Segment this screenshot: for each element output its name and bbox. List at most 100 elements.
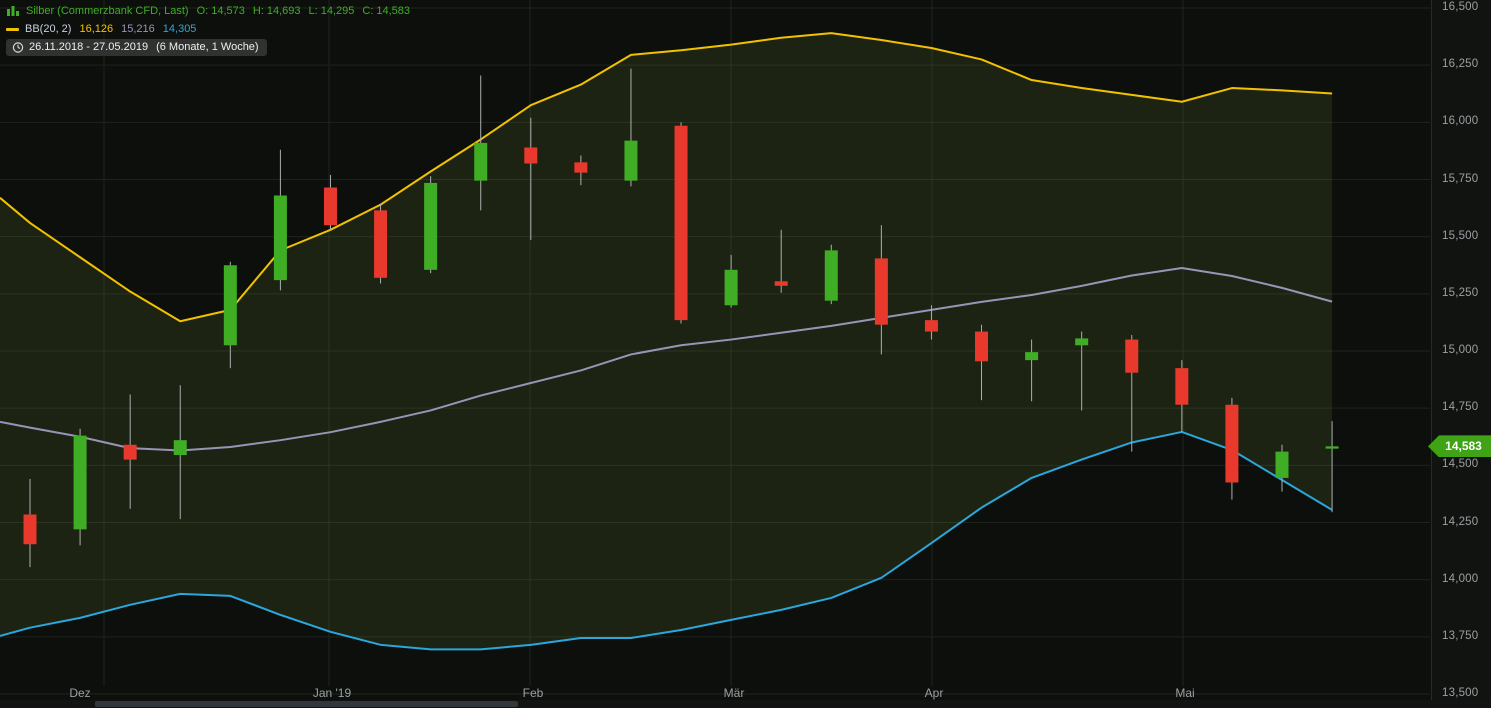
y-axis-label: 13,750 <box>1442 629 1479 642</box>
y-axis-label: 16,250 <box>1442 58 1479 71</box>
candlestick[interactable] <box>1125 334 1139 452</box>
candlestick[interactable] <box>123 394 137 509</box>
y-axis-label: 16,500 <box>1442 1 1479 13</box>
high-value: 14,693 <box>266 5 301 17</box>
x-axis-label: Feb <box>523 686 544 700</box>
candle-body <box>123 444 137 460</box>
candle-body <box>824 250 838 301</box>
period-duration: (6 Monate, 1 Woche) <box>156 40 259 53</box>
candlestick[interactable] <box>524 117 538 241</box>
h-scrollbar-track[interactable] <box>0 700 1491 708</box>
candle-body <box>73 435 87 530</box>
candle-body <box>874 258 888 325</box>
candlestick[interactable] <box>1025 339 1039 402</box>
close-label: C: <box>362 5 374 17</box>
y-axis-label: 14,000 <box>1442 572 1479 585</box>
x-axis-label: Mai <box>1175 686 1194 700</box>
bb-upper-value: 16,126 <box>79 23 114 35</box>
bollinger-upper-line <box>0 32 1333 323</box>
y-axis-label: 16,000 <box>1442 115 1479 128</box>
candle-body <box>424 182 438 270</box>
candle-body <box>323 187 337 226</box>
candle-body <box>374 210 388 278</box>
instrument-name: Silber (Commerzbank CFD, Last) <box>26 5 189 17</box>
chart-legend: Silber (Commerzbank CFD, Last) O: 14,573… <box>6 3 410 57</box>
candle-body <box>524 147 538 164</box>
indicator-row: BB(20, 2) 16,126 15,216 14,305 <box>6 21 410 37</box>
candle-body <box>1175 368 1189 405</box>
candlestick[interactable] <box>173 385 187 520</box>
candlestick[interactable] <box>23 479 37 568</box>
candlestick[interactable] <box>574 155 588 186</box>
candlestick[interactable] <box>1225 397 1239 500</box>
h-scrollbar-thumb[interactable] <box>95 701 518 707</box>
candlestick[interactable] <box>1075 331 1089 411</box>
candlestick[interactable] <box>624 68 638 187</box>
open-value: 14,573 <box>211 5 245 17</box>
price-tag: 14,583 <box>1428 435 1491 458</box>
candle-body <box>1075 338 1089 346</box>
candle-body <box>674 125 688 321</box>
candle-body <box>1125 339 1139 373</box>
x-axis-label: Mär <box>724 686 745 700</box>
candlestick[interactable] <box>73 428 87 546</box>
y-axis[interactable]: 16,500 16,250 16,000 15,750 15,500 15,250 15,0… <box>1431 0 1491 708</box>
candle-body <box>774 281 788 286</box>
x-axis-label: Apr <box>925 686 944 700</box>
candlestick[interactable] <box>424 176 438 274</box>
candle-body <box>1225 404 1239 483</box>
candle-body <box>574 162 588 173</box>
candlestick[interactable] <box>824 244 838 305</box>
candlestick[interactable] <box>323 174 337 230</box>
candle-body <box>624 140 638 181</box>
y-axis-label: 15,500 <box>1442 229 1479 242</box>
y-axis-label: 15,250 <box>1442 286 1479 299</box>
candlestick[interactable] <box>874 225 888 355</box>
candlestick[interactable] <box>975 324 989 401</box>
candle-body <box>1275 451 1289 478</box>
y-axis-label: 14,750 <box>1442 401 1479 414</box>
instrument-row: Silber (Commerzbank CFD, Last) O: 14,573… <box>6 3 410 19</box>
y-axis-label: 14,500 <box>1442 458 1479 471</box>
bollinger-lower-line <box>0 430 1333 651</box>
clock-icon <box>12 41 24 53</box>
period-badge: 26.11.2018 - 27.05.2019 (6 Monate, 1 Woc… <box>6 38 267 56</box>
candlestick[interactable] <box>774 229 788 293</box>
indicator-name: BB(20, 2) <box>25 23 72 35</box>
close-value: 14,583 <box>376 5 411 17</box>
candle-body <box>975 331 989 362</box>
low-label: L: <box>308 5 318 17</box>
bollinger-middle-line <box>0 266 1333 452</box>
candlestick[interactable] <box>273 149 287 291</box>
candle-body <box>173 440 187 456</box>
candle-body <box>223 265 237 346</box>
open-label: O: <box>196 5 209 17</box>
indicator-line-icon <box>6 27 19 31</box>
price-chart-canvas[interactable]: Dez Jan '19 Feb Mär Apr Mai <box>0 0 1430 708</box>
candle-body <box>1325 446 1339 449</box>
period-row: 26.11.2018 - 27.05.2019 (6 Monate, 1 Woc… <box>6 38 410 56</box>
candlestick[interactable] <box>1175 360 1189 433</box>
candle-body <box>1025 352 1039 361</box>
candle-body <box>273 195 287 281</box>
candle-body <box>474 142 488 181</box>
y-axis-label: 15,750 <box>1442 172 1479 185</box>
x-axis-label: Dez <box>69 686 90 700</box>
candlestick[interactable] <box>724 254 738 308</box>
candlestick[interactable] <box>674 122 688 324</box>
candlestick[interactable] <box>924 305 938 340</box>
period-range: 26.11.2018 - 27.05.2019 <box>29 40 149 53</box>
candle-body <box>924 320 938 332</box>
candlestick[interactable] <box>1275 444 1289 492</box>
candlestick[interactable] <box>474 75 488 211</box>
candlestick-chart-icon <box>7 6 19 16</box>
x-axis-label: Jan '19 <box>313 686 352 700</box>
y-axis-label: 14,250 <box>1442 515 1479 528</box>
bb-lower-value: 14,305 <box>162 23 197 35</box>
candle-body <box>724 269 738 306</box>
candlestick[interactable] <box>374 203 388 284</box>
candlestick[interactable] <box>223 261 237 369</box>
candlestick[interactable] <box>1325 421 1339 513</box>
bb-middle-value: 15,216 <box>121 23 155 35</box>
